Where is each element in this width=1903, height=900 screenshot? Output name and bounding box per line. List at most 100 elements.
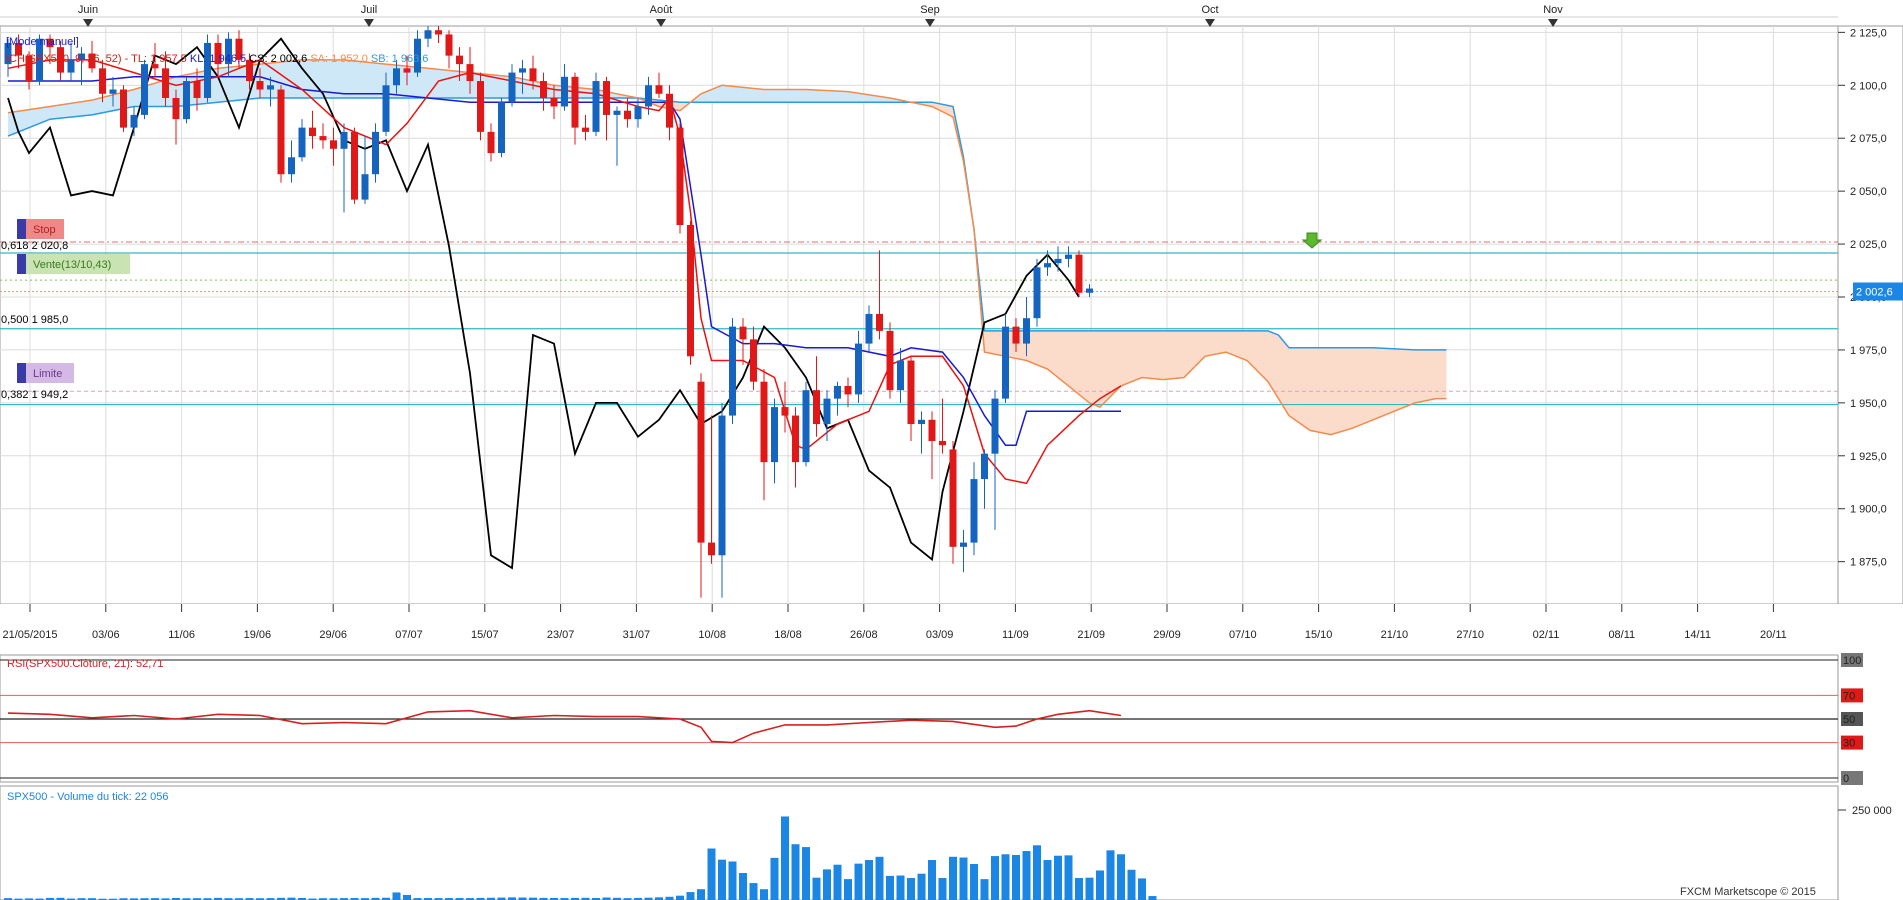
volume-bar — [1127, 869, 1136, 900]
volume-bar — [1043, 860, 1052, 900]
volume-bar — [875, 856, 884, 900]
volume-bar — [298, 898, 306, 900]
rsi-tick-label: 30 — [1843, 738, 1855, 750]
volume-bar — [98, 898, 107, 900]
cloud-segment — [1152, 330, 1163, 380]
volume-bar — [539, 897, 548, 900]
volume-bar — [854, 863, 863, 900]
volume-bar — [886, 875, 894, 900]
candle-body — [508, 72, 516, 103]
candle-body — [834, 385, 841, 399]
price-tick-label: 1 875,0 — [1850, 557, 1887, 569]
last-price-tag: 2 002,6 — [1853, 282, 1903, 301]
limite-order[interactable]: Limite — [17, 363, 74, 383]
vente-tag[interactable] — [26, 254, 130, 274]
cloud-segment — [785, 89, 796, 103]
price-tick-label: 2 100,0 — [1850, 80, 1887, 92]
senkou-span-a-line — [7, 59, 1447, 436]
volume-label: SPX500 - Volume du tick: 22 056 — [7, 791, 168, 803]
candle-body — [603, 81, 610, 115]
volume-bar — [350, 898, 359, 900]
limite-tag[interactable] — [26, 363, 74, 383]
cloud-segment — [50, 104, 61, 120]
volume-bar — [665, 896, 674, 900]
candle-body — [855, 343, 862, 395]
volume-bar — [550, 897, 558, 900]
month-marker-icon — [364, 19, 374, 27]
cloud-segment — [417, 67, 428, 98]
volume-bar — [644, 897, 653, 900]
candle-body — [981, 453, 988, 480]
volume-bar — [14, 898, 23, 900]
date-tick-label: 02/11 — [1533, 629, 1560, 641]
month-label: Août — [650, 4, 673, 16]
cloud-segment — [942, 104, 953, 118]
price-panel-frame — [0, 25, 1839, 605]
cloud-segment — [1194, 330, 1205, 367]
cloud-segment — [837, 91, 848, 103]
volume-bar — [476, 897, 485, 900]
vente-handle[interactable] — [17, 254, 26, 274]
cloud-segment — [848, 91, 859, 103]
candle-body — [582, 127, 589, 132]
cloud-segment — [1415, 349, 1426, 403]
footer-credit: FXCM Marketscope © 2015 — [1680, 886, 1816, 898]
cloud-segment — [365, 61, 376, 98]
volume-bar — [896, 875, 905, 900]
volume-bar — [46, 897, 54, 900]
date-tick-label: 15/07 — [471, 629, 499, 641]
volume-bar — [277, 897, 285, 900]
volume-panel[interactable]: SPX500 - Volume du tick: 22 056 250 000 … — [0, 785, 1892, 900]
cloud-segment — [1425, 349, 1436, 401]
price-axis-area[interactable] — [1837, 25, 1903, 605]
candle-body — [393, 68, 400, 86]
price-tick-label: 2 025,0 — [1850, 239, 1887, 251]
cloud-segment — [1310, 347, 1321, 433]
date-tick-label: 11/09 — [1002, 629, 1029, 641]
volume-tick: 250 000 — [1852, 805, 1892, 817]
vente-order[interactable]: Vente(13/10,43) — [17, 254, 130, 274]
stop-tag[interactable] — [26, 219, 64, 239]
candle-body — [960, 542, 967, 547]
candle-body — [487, 131, 495, 154]
volume-bar — [361, 898, 369, 900]
cloud-segment — [722, 85, 733, 103]
stop-handle[interactable] — [17, 219, 26, 239]
rsi-tick-label: 100 — [1843, 655, 1861, 667]
stop-order[interactable]: Stop — [17, 219, 64, 239]
volume-bar — [487, 897, 495, 900]
volume-bar — [592, 897, 600, 900]
limite-handle[interactable] — [17, 363, 26, 383]
cloud-segment — [1352, 347, 1363, 429]
price-panel[interactable]: 2 125,02 100,02 075,02 050,02 025,02 000… — [0, 25, 1903, 605]
cloud-segment — [29, 108, 40, 128]
candle-body — [1054, 258, 1062, 264]
volume-bar — [613, 897, 621, 900]
volume-bar — [203, 898, 212, 900]
volume-bar — [1138, 878, 1146, 900]
candle-body — [277, 89, 285, 175]
volume-bar — [455, 898, 464, 900]
legend-ichimoku-name: ICH(SPX500, 9, 26, 52) — [6, 53, 122, 65]
price-tick-label: 1 975,0 — [1850, 345, 1887, 357]
price-tick-label: 1 950,0 — [1850, 398, 1887, 410]
candle-body — [876, 313, 883, 331]
price-tick-label: 2 125,0 — [1850, 27, 1887, 39]
rsi-panel[interactable]: RSI(SPX500.Clôture, 21): 52,71 100 70 50 30… — [0, 653, 1863, 785]
volume-bar — [980, 879, 989, 900]
candle-body — [592, 81, 600, 132]
candle-body — [36, 38, 43, 82]
volume-bar — [833, 864, 842, 900]
candle-body — [865, 313, 873, 344]
volume-bar — [917, 873, 926, 900]
order-markers[interactable]: Stop Vente(13/10,43) Limite — [17, 219, 130, 383]
volume-bar — [151, 898, 159, 900]
volume-bar — [140, 898, 149, 900]
cloud-segment — [71, 101, 82, 118]
chikou-span-line — [7, 37, 1080, 570]
candle-body — [120, 89, 127, 128]
volume-bar — [1054, 855, 1062, 900]
rsi-tick-label: 0 — [1843, 773, 1849, 785]
volume-bar — [25, 898, 33, 900]
